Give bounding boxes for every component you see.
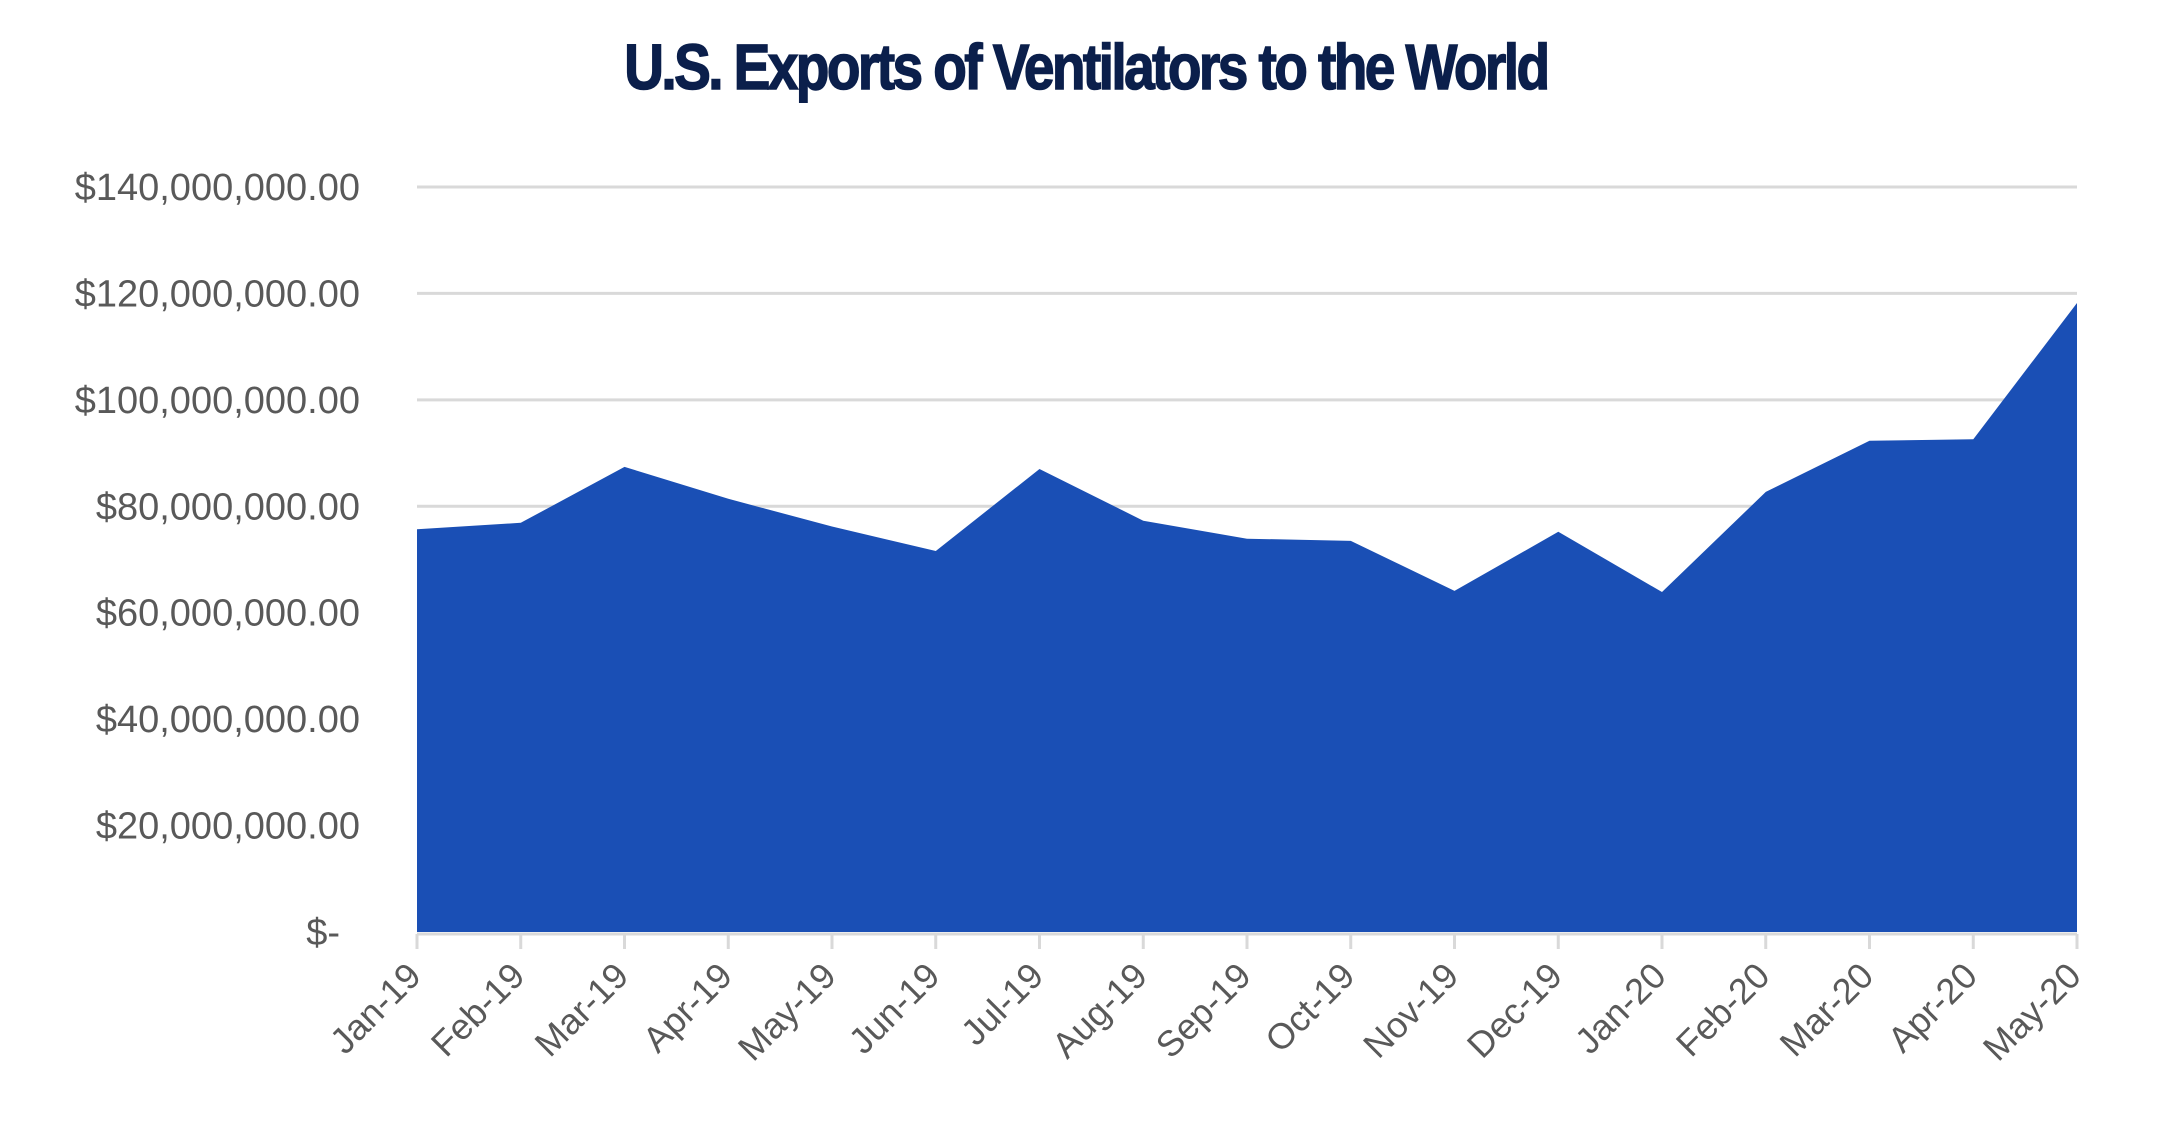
x-tick-label: Sep-19 xyxy=(1148,955,1259,1066)
y-tick-label: $40,000,000.00 xyxy=(96,699,360,741)
x-tick-label: Jan-19 xyxy=(322,955,429,1062)
y-axis-labels: $- $20,000,000.00 $40,000,000.00 $60,000,00… xyxy=(75,167,360,954)
x-tick-label: May-20 xyxy=(1975,955,2089,1069)
x-tick-label: Aug-19 xyxy=(1044,955,1155,1066)
x-tick-label: Mar-19 xyxy=(527,955,637,1065)
x-tick-label: Jan-20 xyxy=(1567,955,1674,1062)
y-tick-label: $60,000,000.00 xyxy=(96,593,360,635)
y-tick-label: $- xyxy=(306,912,340,954)
x-tick-label: Jun-19 xyxy=(841,955,948,1062)
x-tick-label: Nov-19 xyxy=(1355,955,1466,1066)
chart-title: U.S. Exports of Ventilators to the World xyxy=(624,30,1551,104)
x-tick-label: Oct-19 xyxy=(1257,955,1362,1060)
area-series xyxy=(417,303,2077,932)
y-tick-label: $140,000,000.00 xyxy=(75,167,360,209)
x-tick-label: Apr-20 xyxy=(1880,955,1985,1060)
y-tick-label: $80,000,000.00 xyxy=(96,486,360,528)
x-tick-label: Mar-20 xyxy=(1772,955,1882,1065)
y-tick-label: $20,000,000.00 xyxy=(96,806,360,848)
x-tick-label: Jul-19 xyxy=(953,955,1051,1053)
x-tick-label: Feb-20 xyxy=(1668,955,1778,1065)
x-tick-label: Apr-19 xyxy=(635,955,740,1060)
x-tick-label: Dec-19 xyxy=(1459,955,1570,1066)
x-tick-label: Feb-19 xyxy=(423,955,533,1065)
x-tick-label: May-19 xyxy=(730,955,844,1069)
y-tick-label: $100,000,000.00 xyxy=(75,380,360,422)
y-tick-label: $120,000,000.00 xyxy=(75,273,360,315)
